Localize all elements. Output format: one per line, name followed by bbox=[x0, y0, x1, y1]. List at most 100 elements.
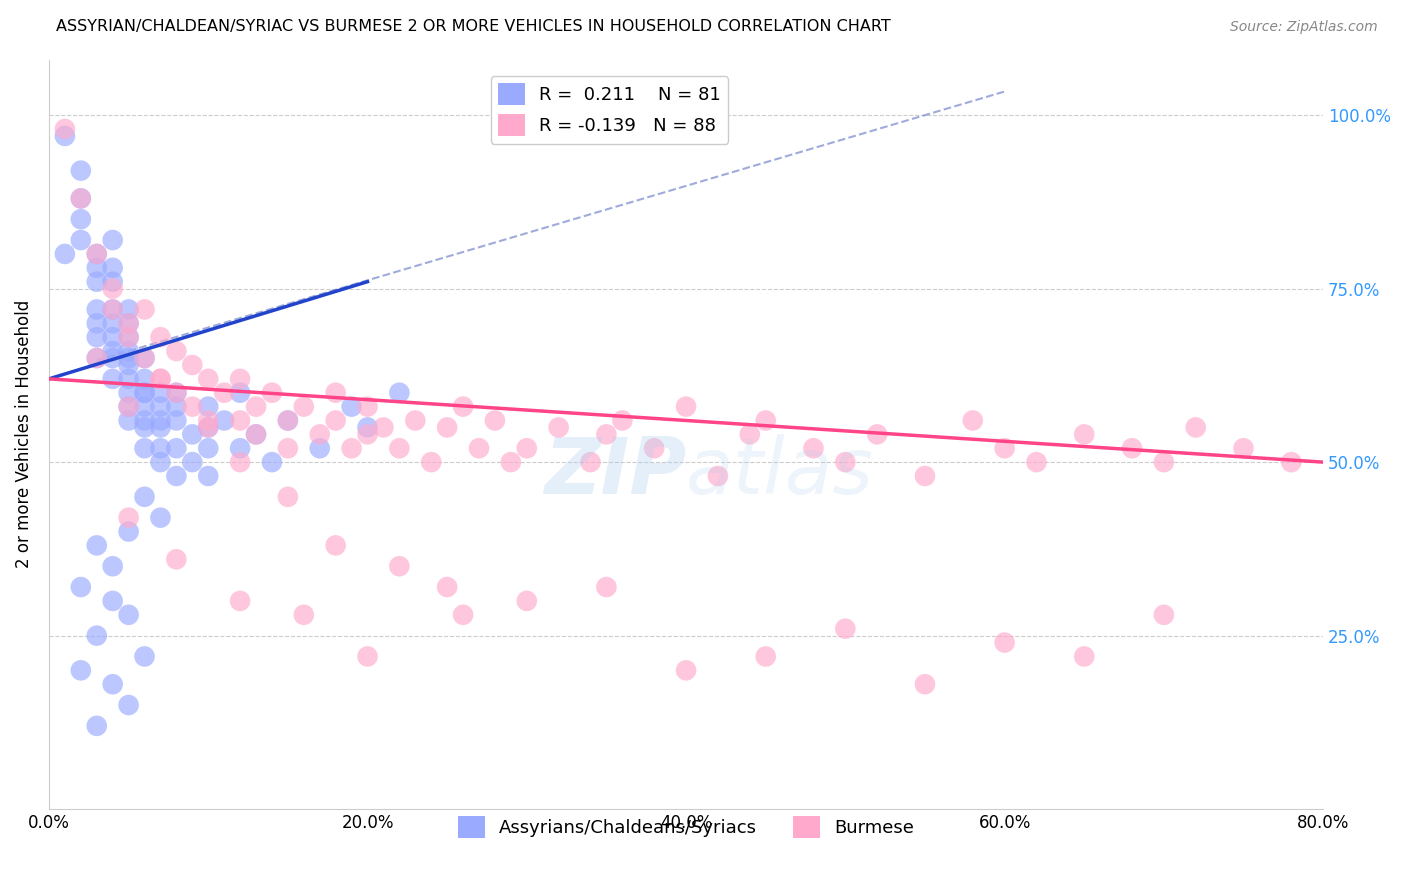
Point bbox=[1279, 455, 1302, 469]
Point bbox=[516, 594, 538, 608]
Point bbox=[595, 580, 617, 594]
Point bbox=[420, 455, 443, 469]
Point bbox=[165, 469, 187, 483]
Text: Source: ZipAtlas.com: Source: ZipAtlas.com bbox=[1230, 21, 1378, 34]
Point bbox=[86, 247, 108, 261]
Y-axis label: 2 or more Vehicles in Household: 2 or more Vehicles in Household bbox=[15, 301, 32, 568]
Point bbox=[101, 302, 124, 317]
Point bbox=[579, 455, 602, 469]
Point bbox=[675, 400, 697, 414]
Point bbox=[69, 233, 91, 247]
Point bbox=[197, 400, 219, 414]
Point bbox=[277, 413, 299, 427]
Point bbox=[484, 413, 506, 427]
Point bbox=[516, 442, 538, 456]
Point bbox=[994, 635, 1017, 649]
Point bbox=[53, 247, 76, 261]
Point bbox=[149, 385, 172, 400]
Point bbox=[101, 260, 124, 275]
Point bbox=[1153, 607, 1175, 622]
Point bbox=[436, 580, 458, 594]
Point bbox=[212, 413, 235, 427]
Point bbox=[117, 330, 139, 344]
Point bbox=[149, 413, 172, 427]
Point bbox=[197, 469, 219, 483]
Point bbox=[914, 469, 936, 483]
Point bbox=[134, 490, 156, 504]
Point bbox=[117, 344, 139, 359]
Point bbox=[149, 420, 172, 434]
Point bbox=[117, 400, 139, 414]
Point bbox=[101, 594, 124, 608]
Point bbox=[245, 427, 267, 442]
Point bbox=[277, 442, 299, 456]
Point bbox=[149, 442, 172, 456]
Point bbox=[149, 400, 172, 414]
Point bbox=[101, 559, 124, 574]
Point bbox=[834, 622, 856, 636]
Point bbox=[165, 344, 187, 359]
Point bbox=[325, 538, 347, 552]
Point bbox=[356, 649, 378, 664]
Point bbox=[197, 372, 219, 386]
Point bbox=[117, 524, 139, 539]
Point bbox=[834, 455, 856, 469]
Point bbox=[86, 719, 108, 733]
Point bbox=[292, 607, 315, 622]
Point bbox=[643, 442, 665, 456]
Point bbox=[101, 282, 124, 296]
Point bbox=[229, 594, 252, 608]
Point bbox=[53, 122, 76, 136]
Point bbox=[101, 330, 124, 344]
Point bbox=[451, 400, 474, 414]
Point bbox=[181, 400, 204, 414]
Point bbox=[468, 442, 491, 456]
Point bbox=[451, 607, 474, 622]
Point bbox=[149, 372, 172, 386]
Text: atlas: atlas bbox=[686, 434, 875, 510]
Point bbox=[53, 128, 76, 143]
Point bbox=[1025, 455, 1047, 469]
Point bbox=[229, 442, 252, 456]
Point bbox=[962, 413, 984, 427]
Point bbox=[101, 351, 124, 365]
Point bbox=[1073, 649, 1095, 664]
Point bbox=[340, 442, 363, 456]
Point bbox=[86, 260, 108, 275]
Point bbox=[738, 427, 761, 442]
Point bbox=[229, 455, 252, 469]
Point bbox=[499, 455, 522, 469]
Point bbox=[149, 372, 172, 386]
Point bbox=[675, 663, 697, 677]
Point bbox=[69, 663, 91, 677]
Point bbox=[325, 413, 347, 427]
Point bbox=[212, 385, 235, 400]
Point bbox=[101, 275, 124, 289]
Point bbox=[165, 413, 187, 427]
Text: ZIP: ZIP bbox=[544, 434, 686, 510]
Point bbox=[117, 330, 139, 344]
Point bbox=[229, 372, 252, 386]
Point bbox=[373, 420, 395, 434]
Point bbox=[197, 413, 219, 427]
Point bbox=[260, 455, 283, 469]
Point bbox=[117, 316, 139, 330]
Point bbox=[1232, 442, 1254, 456]
Point bbox=[86, 330, 108, 344]
Point bbox=[117, 400, 139, 414]
Point bbox=[86, 351, 108, 365]
Point bbox=[117, 372, 139, 386]
Point bbox=[134, 649, 156, 664]
Point bbox=[547, 420, 569, 434]
Point bbox=[308, 427, 330, 442]
Point bbox=[101, 372, 124, 386]
Point bbox=[69, 212, 91, 227]
Point bbox=[69, 191, 91, 205]
Point bbox=[1184, 420, 1206, 434]
Point bbox=[101, 344, 124, 359]
Point bbox=[388, 385, 411, 400]
Point bbox=[325, 385, 347, 400]
Point bbox=[707, 469, 730, 483]
Point bbox=[277, 413, 299, 427]
Point bbox=[101, 677, 124, 691]
